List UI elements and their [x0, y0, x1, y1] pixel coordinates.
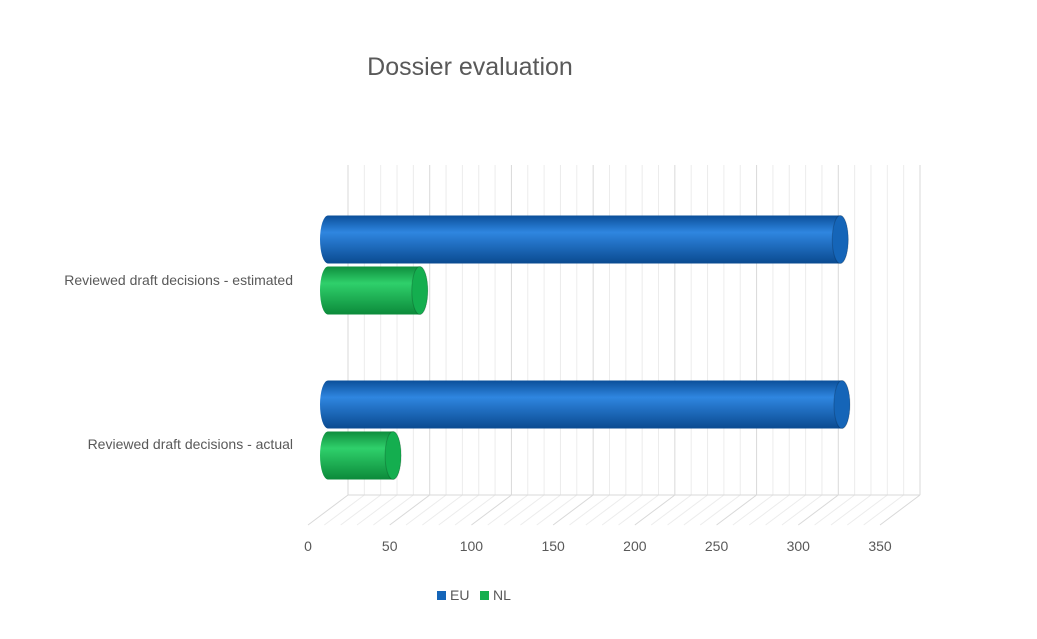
gridline-floor [732, 494, 774, 526]
gridline-floor [471, 494, 512, 526]
gridline-floor [552, 494, 594, 526]
gridline-floor [863, 494, 904, 526]
bar-nl-0 [320, 266, 429, 315]
gridline-floor [389, 494, 431, 526]
gridline-floor [373, 494, 414, 526]
x-tick-label: 50 [382, 538, 398, 554]
x-tick-label: 200 [623, 538, 647, 554]
gridline-floor [879, 494, 921, 526]
gridline-floor [454, 494, 496, 526]
bar-eu-1 [320, 380, 851, 429]
gridline-floor [699, 494, 741, 526]
gridline-floor [307, 494, 349, 526]
chart-title: Dossier evaluation [367, 53, 573, 81]
gridline-floor [356, 494, 398, 526]
x-axis-ticks: 0 50 100 150 200 250 300 350 [304, 538, 892, 554]
legend-label-eu: EU [450, 587, 469, 603]
gridline-floor [503, 494, 545, 526]
bar-body [320, 380, 850, 429]
gridline-floor [618, 494, 659, 526]
gridline-floor [569, 494, 610, 526]
gridline-floor [634, 494, 676, 526]
bar-body [320, 431, 402, 480]
bar-cap [384, 431, 402, 480]
category-labels: Reviewed draft decisions - estimated Rev… [64, 272, 293, 452]
gridline-floor [650, 494, 692, 526]
gridline-floor [487, 494, 529, 526]
gridline-floor [814, 494, 855, 526]
gridline-floor [683, 494, 725, 526]
legend-swatch-nl [480, 591, 489, 600]
x-tick-label: 300 [787, 538, 811, 554]
bar-nl-1 [320, 431, 402, 480]
gridline-floor [405, 494, 447, 526]
bars-group [320, 215, 851, 480]
gridline-floor [324, 494, 365, 526]
x-tick-label: 0 [304, 538, 312, 554]
x-tick-label: 250 [705, 538, 729, 554]
x-tick-label: 350 [868, 538, 892, 554]
x-tick-label: 150 [541, 538, 565, 554]
bar-cap [833, 380, 851, 429]
gridline-floor [422, 494, 463, 526]
gridline-floor [585, 494, 627, 526]
gridline-floor [716, 494, 757, 526]
bar-eu-0 [320, 215, 849, 264]
gridline-floor [438, 494, 480, 526]
x-tick-label: 100 [460, 538, 484, 554]
gridline-floor [748, 494, 790, 526]
gridline-floor [797, 494, 839, 526]
legend-swatch-eu [437, 591, 446, 600]
gridline-floor [601, 494, 643, 526]
category-label-estimated: Reviewed draft decisions - estimated [64, 272, 293, 288]
gridline-floor [765, 494, 806, 526]
bar-cap [831, 215, 849, 264]
bar-body [320, 215, 849, 264]
legend: EU NL [437, 587, 511, 603]
gridline-floor [847, 494, 888, 526]
legend-label-nl: NL [493, 587, 511, 603]
bar-body [320, 266, 428, 315]
gridline-floor [520, 494, 561, 526]
gridline-floor [340, 494, 381, 526]
gridline-floor [830, 494, 872, 526]
gridline-floor [667, 494, 708, 526]
gridline-floor [781, 494, 823, 526]
category-label-actual: Reviewed draft decisions - actual [88, 436, 293, 452]
bar-cap [411, 266, 429, 315]
gridline-floor [536, 494, 578, 526]
